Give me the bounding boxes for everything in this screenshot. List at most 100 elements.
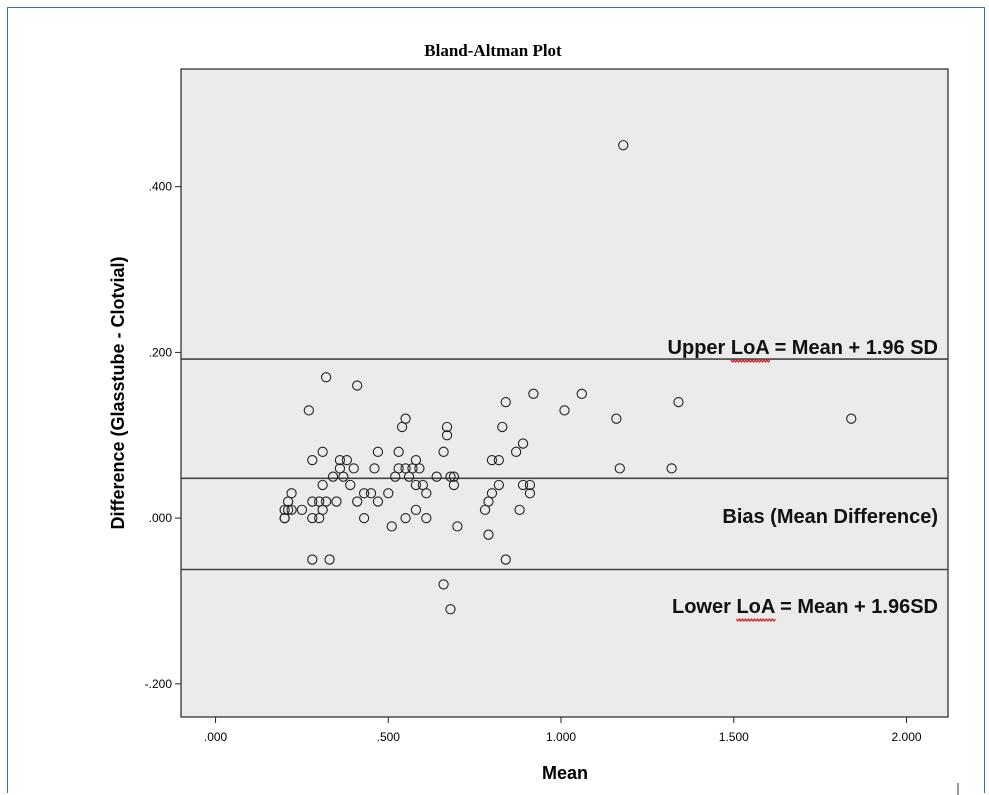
x-tick-label: .500 (377, 730, 401, 744)
data-point (438, 446, 449, 457)
data-point (431, 471, 442, 482)
data-point (317, 446, 328, 457)
data-point (493, 454, 505, 466)
spellcheck-underline (730, 359, 771, 364)
window-frame (7, 7, 985, 793)
data-point (528, 388, 539, 399)
data-point (348, 463, 359, 474)
label-part: Lower (672, 596, 736, 618)
data-point (524, 479, 536, 491)
data-point (307, 512, 318, 524)
data-point (846, 413, 857, 424)
data-point (314, 512, 325, 524)
y-axis-ticks: -.200 .000 .200 .400 (145, 180, 181, 691)
data-point (324, 554, 335, 565)
data-point (479, 504, 491, 515)
data-point (383, 488, 394, 499)
data-point (421, 512, 432, 524)
data-point (369, 463, 380, 474)
data-point (279, 504, 290, 515)
data-point (279, 512, 290, 524)
data-point (500, 396, 511, 408)
x-tick-label: .000 (204, 730, 228, 744)
data-point (486, 488, 498, 499)
data-point (559, 405, 570, 416)
data-point (358, 512, 370, 524)
data-point (493, 479, 505, 491)
y-tick-label: .000 (149, 511, 173, 525)
data-point (510, 446, 522, 457)
data-point (386, 521, 397, 532)
data-point (396, 421, 408, 433)
data-point (410, 479, 422, 491)
data-point (438, 579, 449, 590)
x-axis-ticks: .000 .500 1.000 1.500 2.000 (204, 717, 922, 744)
data-point (393, 446, 404, 457)
data-point (358, 488, 370, 499)
data-point (497, 421, 508, 433)
data-point (307, 454, 318, 466)
label-part: Upper (668, 337, 731, 359)
x-tick-label: 2.000 (892, 730, 922, 744)
bias-line-label: Bias (Mean Difference) (722, 506, 938, 528)
data-point (448, 479, 460, 491)
data-point (618, 140, 629, 151)
data-point (611, 413, 622, 424)
data-point (452, 521, 463, 532)
data-point (517, 479, 529, 491)
data-point (441, 430, 453, 441)
reference-line-labels: Upper LoA = Mean + 1.96 SD Bias (Mean Dif… (668, 337, 938, 622)
data-point (390, 471, 401, 482)
chart-title: Bland-Altman Plot (424, 41, 562, 60)
data-point (372, 496, 384, 507)
data-point (296, 504, 308, 515)
data-point (576, 388, 587, 399)
data-point (403, 471, 415, 482)
label-part: Bias (Mean Difference) (722, 506, 938, 528)
upper-line-label: Upper LoA = Mean + 1.96 SD (668, 337, 938, 359)
y-tick-label: -.200 (145, 677, 173, 691)
data-point (445, 604, 456, 615)
data-point (486, 454, 498, 466)
data-point (483, 529, 494, 540)
y-tick-label: .200 (149, 345, 173, 359)
x-tick-label: 1.500 (719, 730, 749, 744)
data-point (673, 396, 684, 408)
data-point (331, 496, 342, 507)
label-part: = Mean + 1.96 SD (769, 337, 938, 359)
data-point (614, 463, 625, 474)
data-point (517, 438, 529, 449)
data-point (666, 463, 677, 474)
y-axis-label: Difference (Glasstube - Clotvial) (108, 256, 128, 529)
data-point (448, 471, 460, 482)
label-part: LoA (731, 337, 769, 359)
data-point (317, 479, 328, 491)
reference-lines (181, 358, 948, 571)
data-point (410, 504, 422, 515)
data-point (400, 512, 411, 524)
data-point (514, 504, 525, 515)
label-part: LoA (736, 596, 774, 618)
data-point (372, 446, 384, 457)
data-point (307, 554, 318, 565)
data-point (345, 479, 356, 491)
data-point (320, 372, 332, 383)
label-part: = Mean + 1.96SD (775, 596, 938, 618)
plot-area (180, 68, 949, 718)
data-point (303, 405, 314, 416)
data-point (352, 380, 363, 391)
y-tick-label: .400 (149, 180, 173, 194)
data-point (524, 488, 536, 499)
data-point (365, 488, 377, 499)
data-point (286, 504, 297, 515)
data-point (352, 496, 363, 507)
spellcheck-underline (735, 618, 776, 622)
data-points (279, 140, 857, 615)
data-point (500, 554, 511, 565)
data-point (414, 463, 425, 474)
data-point (334, 454, 346, 466)
data-point (441, 421, 453, 433)
data-point (327, 471, 339, 482)
data-point (338, 471, 349, 482)
